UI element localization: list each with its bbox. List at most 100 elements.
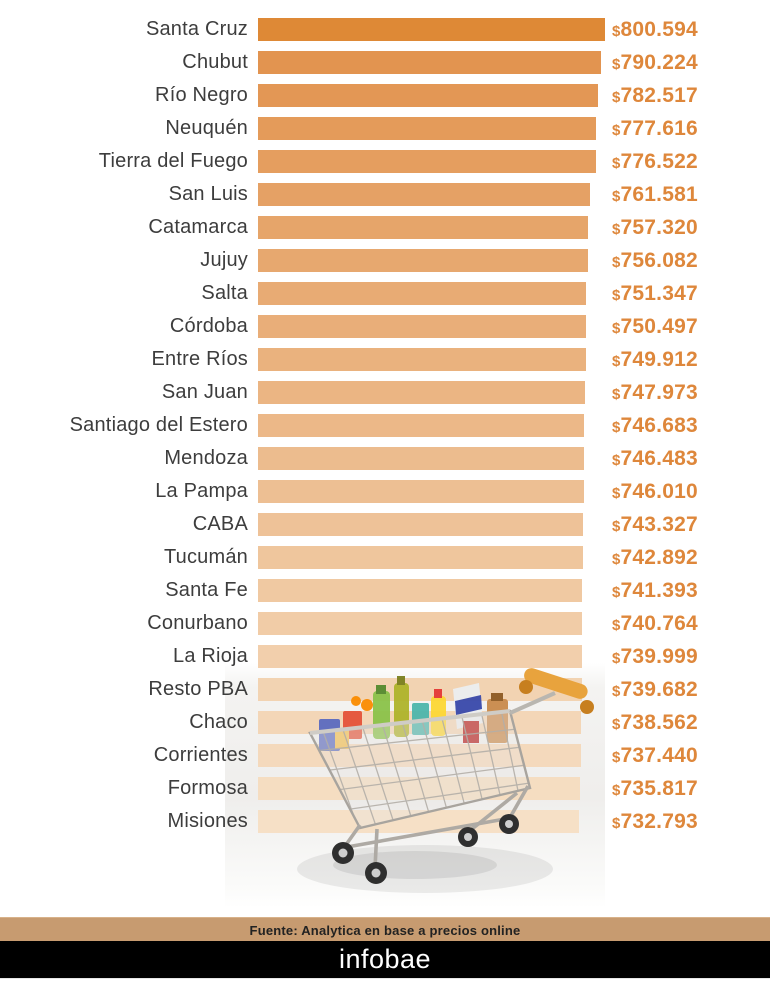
province-label: San Luis: [168, 183, 248, 205]
province-label: Jujuy: [200, 249, 248, 271]
price-value: $756.082: [612, 249, 698, 273]
price-amount: 732.793: [620, 809, 698, 833]
price-amount: 740.764: [620, 611, 698, 635]
price-amount: 751.347: [620, 281, 698, 305]
currency-symbol: $: [612, 649, 621, 667]
province-label: Catamarca: [148, 216, 248, 238]
price-value: $741.393: [612, 579, 698, 603]
currency-symbol: $: [612, 187, 621, 205]
currency-symbol: $: [612, 121, 621, 139]
province-label: CABA: [192, 513, 248, 535]
bar-row: Mendoza $746.483: [0, 442, 770, 475]
price-amount: 749.912: [620, 347, 698, 371]
source-bar: Fuente: Analytica en base a precios onli…: [0, 917, 770, 942]
price-value: $751.347: [612, 282, 698, 306]
price-amount: 739.999: [620, 644, 698, 668]
price-amount: 800.594: [620, 17, 698, 41]
bar-row: Santa Fe $741.393: [0, 574, 770, 607]
price-value: $740.764: [612, 612, 698, 636]
bar-row: Conurbano $740.764: [0, 607, 770, 640]
price-bar-chart: Santa Cruz $800.594 Chubut $790.224: [0, 13, 770, 838]
price-amount: 738.562: [620, 710, 698, 734]
price-amount: 761.581: [620, 182, 698, 206]
price-amount: 776.522: [620, 149, 698, 173]
province-label: Formosa: [167, 777, 248, 799]
currency-symbol: $: [612, 550, 621, 568]
bar-row: Salta $751.347: [0, 277, 770, 310]
cart-wheels: [332, 814, 519, 884]
price-bar: [258, 612, 583, 635]
price-bar: [258, 216, 589, 239]
price-value: $747.973: [612, 381, 698, 405]
currency-symbol: $: [612, 451, 621, 469]
price-amount: 735.817: [620, 776, 698, 800]
currency-symbol: $: [612, 583, 621, 601]
bar-row: CABA $743.327: [0, 508, 770, 541]
province-label: Córdoba: [169, 315, 248, 337]
price-value: $746.483: [612, 447, 698, 471]
groceries: [319, 676, 508, 751]
price-value: $790.224: [612, 51, 698, 75]
price-value: $776.522: [612, 150, 698, 174]
currency-symbol: $: [612, 616, 621, 634]
currency-symbol: $: [612, 814, 621, 832]
bar-row: Jujuy $756.082: [0, 244, 770, 277]
bar-row: Tierra del Fuego $776.522: [0, 145, 770, 178]
currency-symbol: $: [612, 253, 621, 271]
bar-row: Chubut $790.224: [0, 46, 770, 79]
province-label: Santa Fe: [165, 579, 248, 601]
price-value: $800.594: [612, 18, 698, 42]
price-value: $738.562: [612, 711, 698, 735]
price-bar: [258, 348, 586, 371]
price-bar: [258, 150, 596, 173]
bar-row: San Juan $747.973: [0, 376, 770, 409]
bar-row: San Luis $761.581: [0, 178, 770, 211]
price-bar: [258, 315, 586, 338]
currency-symbol: $: [612, 22, 621, 40]
currency-symbol: $: [612, 154, 621, 172]
bar-row: Misiones $732.793: [0, 805, 770, 838]
province-label: Santa Cruz: [145, 18, 248, 40]
province-label: Entre Ríos: [151, 348, 248, 370]
brand-logo-infobae: infobae: [338, 944, 432, 974]
price-bar: [258, 18, 605, 41]
price-bar: [258, 810, 579, 833]
currency-symbol: $: [612, 517, 621, 535]
price-amount: 741.393: [620, 578, 698, 602]
province-label: San Juan: [161, 381, 248, 403]
currency-symbol: $: [612, 484, 621, 502]
price-value: $749.912: [612, 348, 698, 372]
price-bar: [258, 282, 587, 305]
price-value: $739.682: [612, 678, 698, 702]
currency-symbol: $: [612, 715, 621, 733]
price-amount: 746.010: [620, 479, 698, 503]
bar-row: Entre Ríos $749.912: [0, 343, 770, 376]
price-amount: 746.683: [620, 413, 698, 437]
price-amount: 746.483: [620, 446, 698, 470]
province-label: Santiago del Estero: [69, 414, 248, 436]
price-bar: [258, 645, 582, 668]
price-amount: 782.517: [620, 83, 698, 107]
brand-bar: infobae: [0, 941, 770, 978]
bar-row: Santa Cruz $800.594: [0, 13, 770, 46]
price-amount: 743.327: [620, 512, 698, 536]
shopping-cart-full-icon: [297, 668, 594, 893]
cart-frame: [341, 785, 530, 869]
price-bar: [258, 546, 583, 569]
price-amount: 742.892: [620, 545, 698, 569]
price-bar: [258, 579, 583, 602]
currency-symbol: $: [612, 220, 621, 238]
province-label: Salta: [201, 282, 248, 304]
price-value: $742.892: [612, 546, 698, 570]
bar-row: Santiago del Estero $746.683: [0, 409, 770, 442]
bar-row: Catamarca $757.320: [0, 211, 770, 244]
price-amount: 756.082: [620, 248, 698, 272]
province-label: Mendoza: [164, 447, 248, 469]
currency-symbol: $: [612, 418, 621, 436]
price-amount: 790.224: [620, 50, 698, 74]
currency-symbol: $: [612, 88, 621, 106]
price-amount: 739.682: [620, 677, 698, 701]
price-value: $757.320: [612, 216, 698, 240]
price-amount: 750.497: [620, 314, 698, 338]
